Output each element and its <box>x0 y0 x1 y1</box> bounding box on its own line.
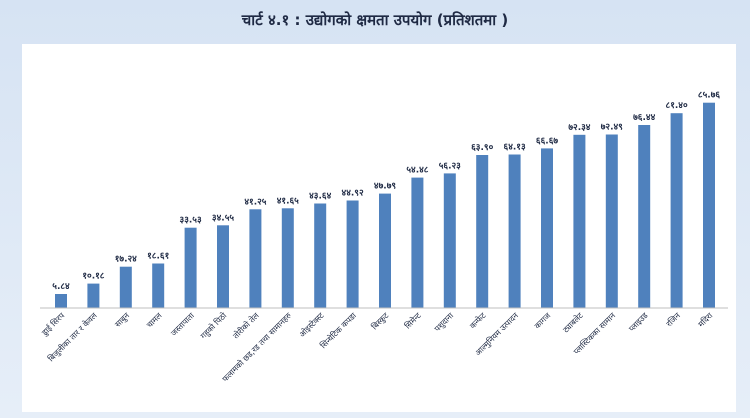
bar <box>703 102 715 308</box>
bar <box>119 266 132 308</box>
category-label: चामल <box>145 311 164 330</box>
bar <box>411 177 424 308</box>
category-label: कागज <box>533 310 553 330</box>
data-label: ६३.९० <box>471 143 493 153</box>
data-label: ४३.६४ <box>309 192 331 202</box>
bar <box>217 225 229 308</box>
category-label: बिस्कुट <box>369 310 392 333</box>
category-label: डुाई सिरप <box>39 310 68 339</box>
data-label: ३४.५५ <box>212 213 234 223</box>
data-label: ४७.७९ <box>374 182 396 192</box>
data-label: ५.८४ <box>52 282 70 292</box>
bar <box>346 200 359 308</box>
bar <box>605 134 618 308</box>
bar <box>55 294 67 308</box>
category-label: तोरीको तेल <box>231 310 262 341</box>
category-label: जस्तापाता <box>169 310 196 337</box>
bar <box>87 283 100 308</box>
bar <box>152 263 165 308</box>
bar <box>670 113 683 308</box>
category-label: मदिरा <box>696 310 715 329</box>
category-label: प्लाइउड <box>627 311 650 334</box>
data-label: ७२.३४ <box>568 123 590 133</box>
category-label: ओइस्टेक्स्ट <box>297 310 326 339</box>
category-label: गहुको पिठो <box>198 310 230 342</box>
data-label: ८१.४० <box>666 101 688 111</box>
category-label: सिमेन्ट <box>402 310 423 331</box>
bar <box>573 134 586 308</box>
category-label: कन्फेट <box>467 310 488 331</box>
bar <box>379 193 391 308</box>
data-label: १०.१८ <box>82 272 104 282</box>
data-label: ४४.९२ <box>342 189 364 199</box>
bar <box>443 173 456 308</box>
data-label: ६४.१३ <box>504 143 526 153</box>
bar <box>508 154 521 308</box>
category-label: पशुदाना <box>433 310 457 334</box>
category-label: साबुन <box>113 311 132 330</box>
category-label: ट्याबलेट <box>561 310 586 335</box>
bar <box>249 209 262 308</box>
bar <box>638 125 651 308</box>
data-label: १७.२४ <box>115 255 137 265</box>
data-label: ५६.२३ <box>439 161 461 171</box>
data-label: ५४.४८ <box>406 166 428 176</box>
data-label: ४१.६५ <box>277 196 299 206</box>
data-label: ७६.४४ <box>633 113 655 123</box>
data-label: ४१.२५ <box>244 197 266 207</box>
bar <box>184 227 197 308</box>
category-label: रजिन <box>664 310 683 329</box>
bar <box>476 155 489 308</box>
data-label: ७२.४९ <box>601 123 623 133</box>
data-label: १८.६१ <box>147 252 169 262</box>
data-label: ८५.७६ <box>698 91 720 101</box>
chart-title: चार्ट ४.१ : उद्योगको क्षमता उपयोग (प्रति… <box>241 11 509 29</box>
bar <box>314 203 327 308</box>
data-label: ३३.५३ <box>180 216 202 226</box>
bar <box>281 208 294 308</box>
category-label: सिन्थेटिक कपडा <box>318 310 359 351</box>
bar <box>541 148 553 308</box>
data-label: ६६.६७ <box>536 136 558 146</box>
